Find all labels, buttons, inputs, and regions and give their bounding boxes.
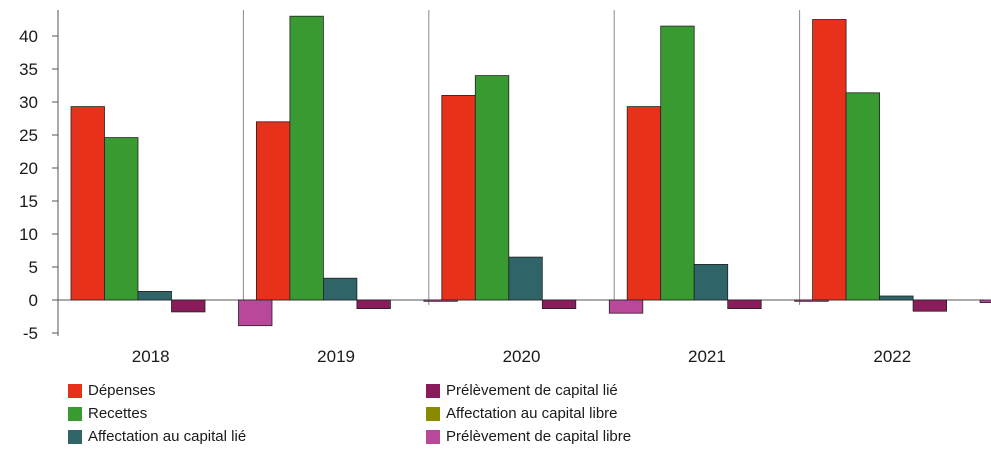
- legend-swatch: [68, 406, 82, 421]
- y-tick-label: -5: [23, 324, 38, 343]
- legend-label: Prélèvement de capital lié: [446, 382, 618, 399]
- bar-affectation-au-capital-li--2022: [879, 295, 914, 301]
- legend-swatch: [426, 406, 440, 421]
- bar-pr-l-vement-de-capital-li--2018: [171, 299, 206, 313]
- bar-pr-l-vement-de-capital-li--2020: [541, 299, 577, 310]
- legend-item: Affectation au capital lié: [68, 428, 246, 445]
- bar-recettes-2018: [104, 137, 139, 301]
- bar-pr-l-vement-de-capital-libre-2021: [794, 299, 829, 302]
- y-tick-label: 25: [19, 126, 38, 145]
- y-tick-label: 40: [19, 27, 38, 46]
- legend-item: Recettes: [68, 405, 147, 422]
- legend-swatch: [426, 383, 440, 398]
- bar-recettes-2022: [845, 92, 880, 301]
- bar-affectation-au-capital-li--2018: [137, 290, 172, 301]
- y-tick-label: 20: [19, 159, 38, 178]
- legend-label: Dépenses: [88, 382, 156, 399]
- y-tick-label: 10: [19, 225, 38, 244]
- bar-recettes-2021: [660, 25, 695, 301]
- legend-label: Affectation au capital lié: [88, 428, 247, 445]
- legend-item: Affectation au capital libre: [426, 405, 618, 422]
- bar-recettes-2019: [289, 15, 324, 301]
- y-tick-label: 35: [19, 60, 38, 79]
- x-tick-label: 2018: [132, 347, 170, 366]
- legend-swatch: [68, 429, 82, 444]
- legend-item: Dépenses: [68, 382, 156, 399]
- bar-pr-l-vement-de-capital-li--2022: [912, 299, 947, 312]
- legend-swatch: [68, 383, 82, 398]
- legend-label: Affectation au capital libre: [446, 405, 618, 422]
- bar-chart: -5 0 5 10 15 20 25 30 35 40 2018 2019 2020 2021 2022: [19, 10, 991, 366]
- legend-item: Prélèvement de capital libre: [426, 428, 631, 445]
- x-tick-label: 2022: [873, 347, 911, 366]
- bar-pr-l-vement-de-capital-libre-2020: [608, 299, 644, 314]
- x-tick-label: 2021: [688, 347, 726, 366]
- bar-pr-l-vement-de-capital-li--2019: [356, 299, 391, 310]
- bar-d-penses-2018: [70, 106, 105, 301]
- legend-label: Recettes: [88, 405, 148, 422]
- chart-legend: Dépenses Recettes Affectation au capital l…: [68, 382, 968, 457]
- y-tick-label: 5: [29, 258, 38, 277]
- bar-affectation-au-capital-li--2021: [693, 263, 729, 301]
- y-tick-label: 30: [19, 93, 38, 112]
- bar-pr-l-vement-de-capital-libre-2022: [979, 299, 991, 303]
- bar-pr-l-vement-de-capital-libre-2019: [423, 299, 458, 302]
- legend-label: Prélèvement de capital libre: [446, 428, 632, 445]
- legend-swatch: [426, 429, 440, 444]
- bar-d-penses-2021: [626, 106, 662, 301]
- bar-affectation-au-capital-li--2019: [322, 277, 358, 301]
- y-tick-label: 0: [29, 291, 38, 310]
- bar-pr-l-vement-de-capital-libre-2018: [238, 299, 273, 327]
- bar-d-penses-2022: [812, 19, 847, 301]
- bar-d-penses-2019: [255, 121, 291, 301]
- bar-d-penses-2020: [441, 95, 476, 301]
- x-tick-label: 2020: [503, 347, 541, 366]
- y-tick-label: 15: [19, 192, 38, 211]
- bar-pr-l-vement-de-capital-li--2021: [727, 299, 762, 310]
- bar-affectation-au-capital-li--2020: [508, 256, 543, 301]
- x-tick-label: 2019: [317, 347, 355, 366]
- bar-recettes-2020: [474, 75, 510, 301]
- legend-item: Prélèvement de capital lié: [426, 382, 618, 399]
